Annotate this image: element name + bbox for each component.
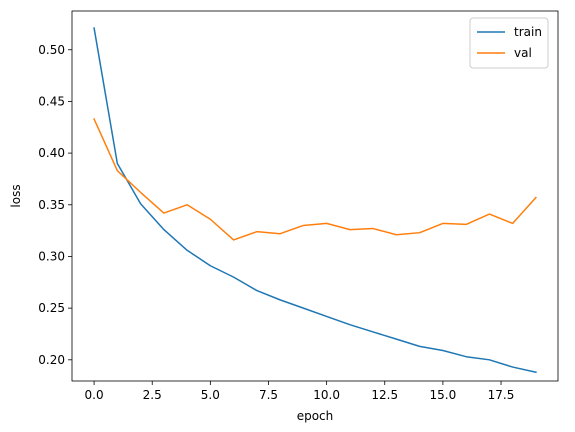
legend: train val	[469, 17, 549, 69]
series-line-train	[93, 27, 537, 374]
x-tick-label: 12.5	[371, 388, 398, 402]
series-line-val	[93, 118, 537, 241]
y-tick-label: 0.20	[38, 353, 65, 367]
x-tick-label: 5.0	[201, 388, 220, 402]
y-tick-label: 0.45	[38, 94, 65, 108]
y-tick-label: 0.30	[38, 249, 65, 263]
legend-label-val: val	[514, 46, 532, 60]
axes-frame	[71, 10, 559, 382]
y-tick-label: 0.50	[38, 43, 65, 57]
x-tick-label: 17.5	[488, 388, 515, 402]
x-axis-label: epoch	[297, 409, 334, 423]
legend-label-train: train	[514, 25, 542, 39]
x-tick-label: 7.5	[259, 388, 278, 402]
y-tick-label: 0.40	[38, 146, 65, 160]
y-axis: 0.20 0.25 0.30 0.35 0.40 0.45 0.50	[38, 43, 72, 367]
x-tick-label: 10.0	[313, 388, 340, 402]
legend-box	[469, 17, 549, 69]
series-layer	[93, 27, 537, 374]
y-tick-label: 0.25	[38, 301, 65, 315]
y-tick-label: 0.35	[38, 198, 65, 212]
x-tick-label: 2.5	[143, 388, 162, 402]
y-axis-label: loss	[9, 184, 23, 207]
x-axis: 0.0 2.5 5.0 7.5 10.0 12.5 15.0 17.5	[85, 381, 515, 402]
x-tick-label: 15.0	[430, 388, 457, 402]
x-tick-label: 0.0	[85, 388, 104, 402]
